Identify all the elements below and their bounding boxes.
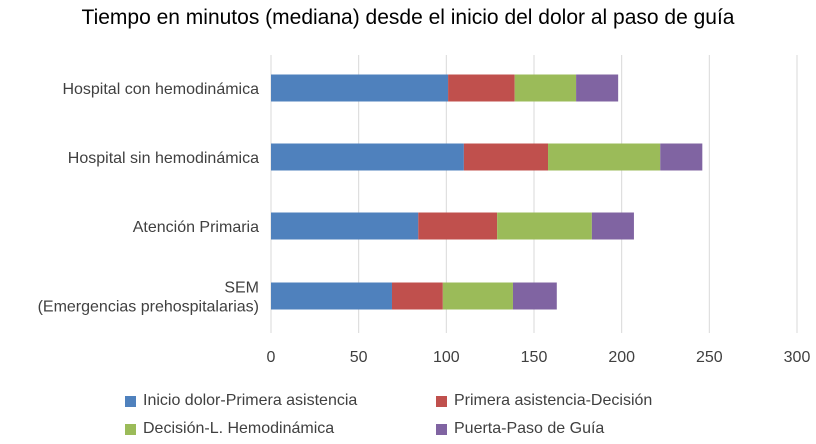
bar-segment <box>391 282 443 310</box>
x-tick-label: 250 <box>696 349 723 366</box>
bar-segment <box>497 212 592 240</box>
bar-segment <box>512 282 557 310</box>
bar-segment <box>660 143 703 171</box>
x-tick-label: 150 <box>521 349 548 366</box>
bar-segment <box>418 212 498 240</box>
x-tick-label: 100 <box>433 349 460 366</box>
legend-label: Puerta-Paso de Guía <box>454 420 605 437</box>
x-tick-labels: 0 50 100 150 200 250 300 <box>267 349 811 366</box>
category-label: Hospital sin hemodinámica <box>68 150 259 167</box>
legend-swatch <box>436 395 447 407</box>
legend-swatch <box>125 395 136 407</box>
legend-swatch <box>125 423 136 435</box>
bar-segment <box>271 212 419 240</box>
legend-item-decision: Decisión-L. Hemodinámica <box>125 420 334 438</box>
legend-swatch <box>436 423 447 435</box>
bar-segment <box>514 74 577 102</box>
bar-segment <box>271 143 464 171</box>
chart-title: Tiempo en minutos (mediana) desde el ini… <box>81 6 735 29</box>
legend-label: Inicio dolor-Primera asistencia <box>143 392 358 409</box>
bar-segment <box>591 212 634 240</box>
bar-segment <box>271 74 449 102</box>
bar-segment <box>442 282 513 310</box>
bar-segment <box>576 74 619 102</box>
category-labels: Hospital con hemodinámica Hospital sin he… <box>38 81 260 316</box>
bar-segment <box>448 74 515 102</box>
legend-label: Decisión-L. Hemodinámica <box>143 420 335 437</box>
legend-label: Primera asistencia-Decisión <box>454 392 653 409</box>
x-tick-label: 200 <box>608 349 635 366</box>
category-label: SEM (Emergencias prehospitalarias) <box>38 280 259 316</box>
legend-item-primera: Primera asistencia-Decisión <box>436 392 652 410</box>
bar-segment <box>271 282 392 310</box>
bar-segment <box>548 143 661 171</box>
bars-group <box>271 74 703 310</box>
x-tick-label: 50 <box>350 349 368 366</box>
legend-item-inicio: Inicio dolor-Primera asistencia <box>125 392 357 410</box>
x-tick-label: 0 <box>267 349 276 366</box>
category-label: Hospital con hemodinámica <box>62 81 259 98</box>
x-tick-label: 300 <box>784 349 811 366</box>
category-label: Atención Primaria <box>133 219 259 236</box>
bar-segment <box>463 143 549 171</box>
legend-item-puerta: Puerta-Paso de Guía <box>436 420 604 438</box>
